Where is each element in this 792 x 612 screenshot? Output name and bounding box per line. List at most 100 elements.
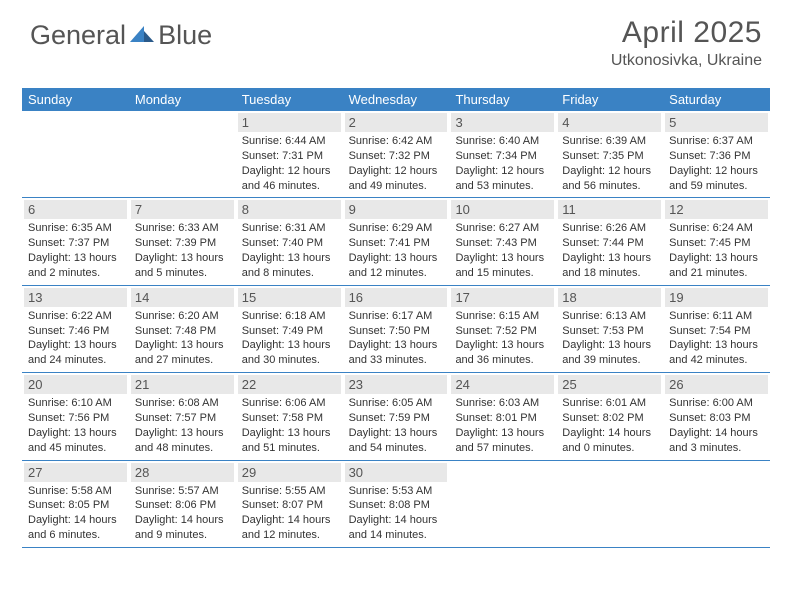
day-number: 24 [451, 375, 554, 394]
day-number: 15 [238, 288, 341, 307]
calendar-cell: 30 Sunrise: 5:53 AMSunset: 8:08 PMDayligh… [343, 461, 450, 547]
day-details: Sunrise: 6:17 AMSunset: 7:50 PMDaylight:… [345, 309, 448, 368]
day-details: Sunrise: 6:11 AMSunset: 7:54 PMDaylight:… [665, 309, 768, 368]
day-details: Sunrise: 6:03 AMSunset: 8:01 PMDaylight:… [451, 396, 554, 455]
day-details: Sunrise: 6:29 AMSunset: 7:41 PMDaylight:… [345, 221, 448, 280]
page-title: April 2025 [611, 16, 762, 50]
day-details: Sunrise: 6:18 AMSunset: 7:49 PMDaylight:… [238, 309, 341, 368]
calendar-header-cell: Monday [129, 88, 236, 111]
day-number: 20 [24, 375, 127, 394]
calendar-row: 27 Sunrise: 5:58 AMSunset: 8:05 PMDayligh… [22, 461, 770, 548]
calendar-cell: 11Sunrise: 6:26 AMSunset: 7:44 PMDayligh… [556, 198, 663, 284]
day-number: 26 [665, 375, 768, 394]
calendar: SundayMondayTuesdayWednesdayThursdayFrid… [22, 88, 770, 548]
day-number: 8 [238, 200, 341, 219]
calendar-cell: 13Sunrise: 6:22 AMSunset: 7:46 PMDayligh… [22, 286, 129, 372]
logo: General Blue [30, 16, 212, 51]
calendar-header-cell: Sunday [22, 88, 129, 111]
day-number: 6 [24, 200, 127, 219]
day-number: 12 [665, 200, 768, 219]
calendar-cell: 25 Sunrise: 6:01 AMSunset: 8:02 PMDayligh… [556, 373, 663, 459]
calendar-cell: 19 Sunrise: 6:11 AMSunset: 7:54 PMDayligh… [663, 286, 770, 372]
calendar-cell: 24 Sunrise: 6:03 AMSunset: 8:01 PMDayligh… [449, 373, 556, 459]
day-details: Sunrise: 6:06 AMSunset: 7:58 PMDaylight:… [238, 396, 341, 455]
day-details: Sunrise: 6:22 AMSunset: 7:46 PMDaylight:… [24, 309, 127, 368]
calendar-cell: 16 Sunrise: 6:17 AMSunset: 7:50 PMDayligh… [343, 286, 450, 372]
calendar-cell: 0 [663, 461, 770, 547]
day-number: 28 [131, 463, 234, 482]
day-number: 9 [345, 200, 448, 219]
day-number: 17 [451, 288, 554, 307]
day-number: 30 [345, 463, 448, 482]
calendar-cell: 27 Sunrise: 5:58 AMSunset: 8:05 PMDayligh… [22, 461, 129, 547]
day-number: 18 [558, 288, 661, 307]
calendar-cell: 0 [449, 461, 556, 547]
day-number: 25 [558, 375, 661, 394]
calendar-cell: 9 Sunrise: 6:29 AMSunset: 7:41 PMDaylight… [343, 198, 450, 284]
day-details: Sunrise: 6:01 AMSunset: 8:02 PMDaylight:… [558, 396, 661, 455]
logo-icon [130, 20, 156, 51]
day-details: Sunrise: 6:10 AMSunset: 7:56 PMDaylight:… [24, 396, 127, 455]
day-number: 5 [665, 113, 768, 132]
day-number: 2 [345, 113, 448, 132]
header: General Blue April 2025 Utkonosivka, Ukr… [30, 16, 762, 70]
calendar-cell: 14 Sunrise: 6:20 AMSunset: 7:48 PMDayligh… [129, 286, 236, 372]
calendar-cell: 28 Sunrise: 5:57 AMSunset: 8:06 PMDayligh… [129, 461, 236, 547]
calendar-cell: 17 Sunrise: 6:15 AMSunset: 7:52 PMDayligh… [449, 286, 556, 372]
calendar-cell: 7 Sunrise: 6:33 AMSunset: 7:39 PMDaylight… [129, 198, 236, 284]
day-details: Sunrise: 6:31 AMSunset: 7:40 PMDaylight:… [238, 221, 341, 280]
day-number: 19 [665, 288, 768, 307]
logo-text-2: Blue [158, 20, 212, 51]
day-details: Sunrise: 6:13 AMSunset: 7:53 PMDaylight:… [558, 309, 661, 368]
calendar-row: 13Sunrise: 6:22 AMSunset: 7:46 PMDayligh… [22, 286, 770, 373]
day-number: 23 [345, 375, 448, 394]
calendar-cell: 23 Sunrise: 6:05 AMSunset: 7:59 PMDayligh… [343, 373, 450, 459]
calendar-cell: 15 Sunrise: 6:18 AMSunset: 7:49 PMDayligh… [236, 286, 343, 372]
day-details: Sunrise: 6:42 AMSunset: 7:32 PMDaylight:… [345, 134, 448, 193]
day-details: Sunrise: 6:00 AMSunset: 8:03 PMDaylight:… [665, 396, 768, 455]
calendar-cell: 20 Sunrise: 6:10 AMSunset: 7:56 PMDayligh… [22, 373, 129, 459]
day-details: Sunrise: 6:33 AMSunset: 7:39 PMDaylight:… [131, 221, 234, 280]
day-details: Sunrise: 6:20 AMSunset: 7:48 PMDaylight:… [131, 309, 234, 368]
day-number: 27 [24, 463, 127, 482]
day-number: 14 [131, 288, 234, 307]
calendar-header-cell: Thursday [449, 88, 556, 111]
day-details: Sunrise: 6:08 AMSunset: 7:57 PMDaylight:… [131, 396, 234, 455]
calendar-cell: 26 Sunrise: 6:00 AMSunset: 8:03 PMDayligh… [663, 373, 770, 459]
calendar-cell: 4Sunrise: 6:39 AMSunset: 7:35 PMDaylight… [556, 111, 663, 197]
calendar-header-cell: Tuesday [236, 88, 343, 111]
day-number: 11 [558, 200, 661, 219]
day-number: 7 [131, 200, 234, 219]
day-details: Sunrise: 5:53 AMSunset: 8:08 PMDaylight:… [345, 484, 448, 543]
calendar-cell: 6Sunrise: 6:35 AMSunset: 7:37 PMDaylight… [22, 198, 129, 284]
location: Utkonosivka, Ukraine [611, 52, 762, 70]
day-details: Sunrise: 5:55 AMSunset: 8:07 PMDaylight:… [238, 484, 341, 543]
day-number: 16 [345, 288, 448, 307]
day-details: Sunrise: 6:05 AMSunset: 7:59 PMDaylight:… [345, 396, 448, 455]
calendar-cell: 5Sunrise: 6:37 AMSunset: 7:36 PMDaylight… [663, 111, 770, 197]
calendar-cell: 12 Sunrise: 6:24 AMSunset: 7:45 PMDayligh… [663, 198, 770, 284]
day-details: Sunrise: 6:15 AMSunset: 7:52 PMDaylight:… [451, 309, 554, 368]
calendar-row: 20 Sunrise: 6:10 AMSunset: 7:56 PMDayligh… [22, 373, 770, 460]
day-number: 3 [451, 113, 554, 132]
calendar-header-cell: Saturday [663, 88, 770, 111]
day-number: 1 [238, 113, 341, 132]
calendar-cell: 3 Sunrise: 6:40 AMSunset: 7:34 PMDaylight… [449, 111, 556, 197]
calendar-cell: 2 Sunrise: 6:42 AMSunset: 7:32 PMDaylight… [343, 111, 450, 197]
day-number: 21 [131, 375, 234, 394]
calendar-cell: 0 [129, 111, 236, 197]
day-details: Sunrise: 5:57 AMSunset: 8:06 PMDaylight:… [131, 484, 234, 543]
calendar-cell: 21 Sunrise: 6:08 AMSunset: 7:57 PMDayligh… [129, 373, 236, 459]
calendar-body: 0 0 1 Sunrise: 6:44 AMSunset: 7:31 PMDayl… [22, 111, 770, 548]
day-details: Sunrise: 5:58 AMSunset: 8:05 PMDaylight:… [24, 484, 127, 543]
calendar-cell: 22 Sunrise: 6:06 AMSunset: 7:58 PMDayligh… [236, 373, 343, 459]
calendar-cell: 10Sunrise: 6:27 AMSunset: 7:43 PMDayligh… [449, 198, 556, 284]
day-number: 22 [238, 375, 341, 394]
calendar-cell: 18 Sunrise: 6:13 AMSunset: 7:53 PMDayligh… [556, 286, 663, 372]
day-details: Sunrise: 6:40 AMSunset: 7:34 PMDaylight:… [451, 134, 554, 193]
day-details: Sunrise: 6:24 AMSunset: 7:45 PMDaylight:… [665, 221, 768, 280]
day-details: Sunrise: 6:44 AMSunset: 7:31 PMDaylight:… [238, 134, 341, 193]
calendar-cell: 1 Sunrise: 6:44 AMSunset: 7:31 PMDaylight… [236, 111, 343, 197]
calendar-header-row: SundayMondayTuesdayWednesdayThursdayFrid… [22, 88, 770, 111]
calendar-row: 0 0 1Sunrise: 6:44 AMSunset: 7:31 PMDayl… [22, 111, 770, 198]
